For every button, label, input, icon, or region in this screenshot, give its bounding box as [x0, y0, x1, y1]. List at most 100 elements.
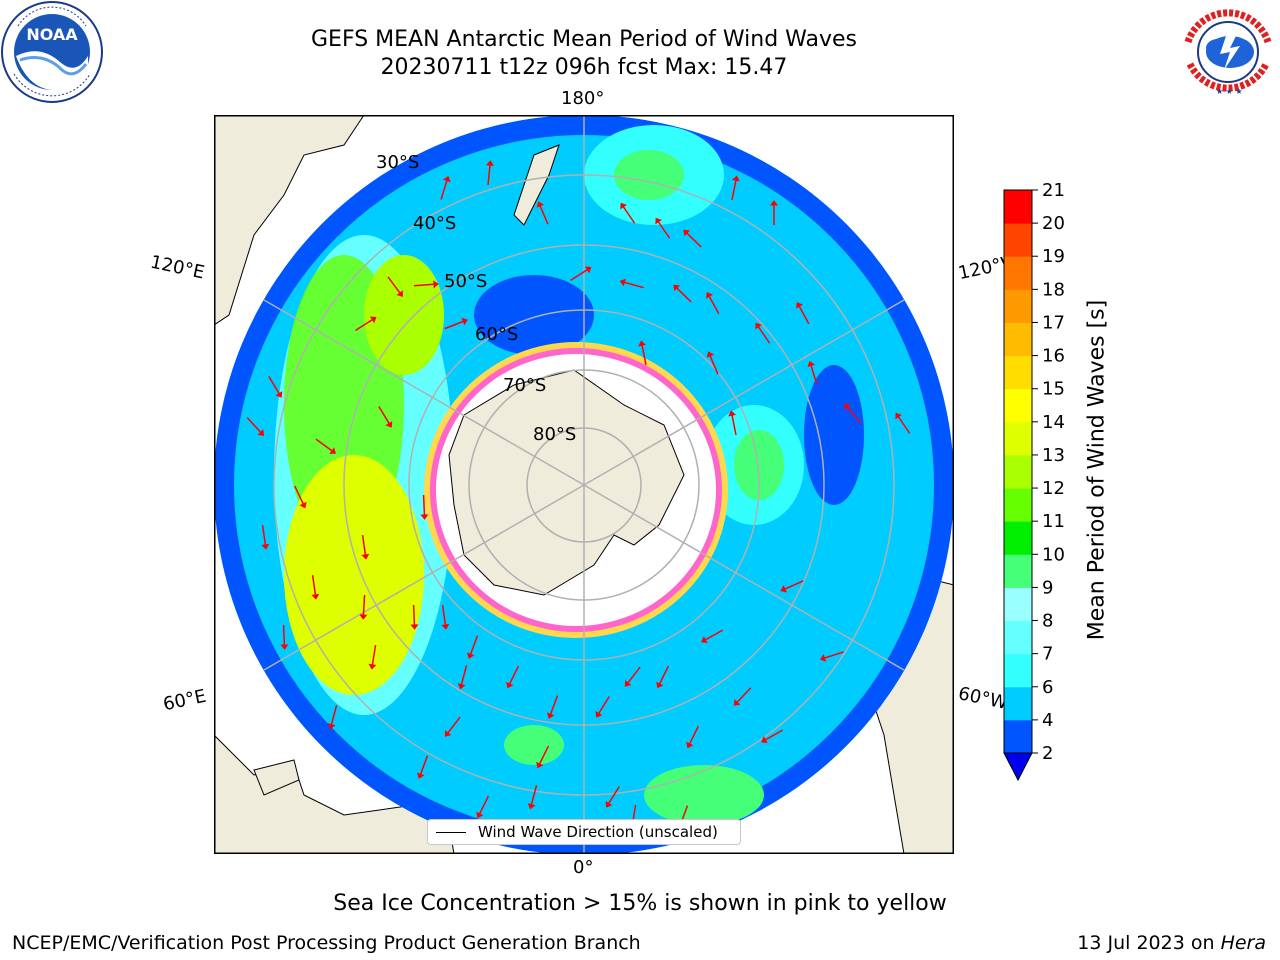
wind-wave-arrow	[282, 624, 286, 646]
wind-wave-arrow	[460, 665, 468, 685]
colorbar-band	[1004, 454, 1032, 489]
wind-wave-arrowhead	[755, 322, 762, 330]
wind-wave-arrow	[676, 287, 692, 303]
colorbar-tick-label: 4	[1042, 710, 1053, 731]
colorbar-tick-label: 7	[1042, 644, 1053, 665]
wind-wave-arrowhead	[584, 266, 592, 274]
legend-line-icon	[436, 832, 466, 833]
colorbar-band	[1004, 686, 1032, 721]
wind-wave-arrowhead	[795, 301, 803, 309]
colorbar-tick-label: 14	[1042, 412, 1065, 433]
wind-wave-arrow	[530, 785, 538, 805]
madagascar-land	[253, 759, 300, 796]
wind-wave-arrowhead	[595, 710, 603, 718]
wind-wave-arrowhead	[546, 712, 555, 719]
footer-date: 13 Jul 2023 on Hera	[1077, 932, 1266, 954]
wind-wave-arrow	[731, 415, 737, 435]
wind-wave-arrowhead	[385, 421, 393, 428]
wave-field	[364, 255, 444, 375]
wind-wave-arrow	[355, 318, 373, 332]
colorbar-under-arrow	[1003, 752, 1033, 782]
colorbar-band	[1004, 190, 1032, 224]
wind-wave-arrow	[315, 438, 333, 452]
footer-host: Hera	[1220, 932, 1266, 954]
wind-wave-arrowhead	[780, 585, 787, 593]
noaa-logo-icon: NOAA	[1, 1, 103, 103]
wind-wave-arrow	[798, 305, 810, 325]
wind-wave-arrow	[444, 320, 464, 330]
wind-wave-arrow	[487, 164, 491, 186]
map-title: GEFS MEAN Antarctic Mean Period of Wind …	[311, 27, 857, 52]
svg-text:NOAA: NOAA	[26, 25, 78, 44]
wind-wave-arrow	[294, 485, 304, 505]
colorbar-tick-label: 17	[1042, 312, 1065, 333]
colorbar-tick-label: 2	[1042, 743, 1053, 764]
wave-field	[284, 455, 424, 695]
wave-field	[504, 725, 564, 765]
colorbar-band	[1004, 289, 1032, 323]
colorbar-band	[1004, 355, 1032, 390]
colorbar-tick-label: 11	[1042, 511, 1065, 532]
wave-field	[644, 765, 764, 825]
wind-wave-arrow	[413, 283, 435, 287]
wind-wave-arrow	[412, 604, 416, 626]
wind-wave-arrow	[627, 666, 641, 684]
wind-wave-arrowhead	[701, 636, 708, 644]
wind-wave-arrow	[539, 205, 549, 225]
wind-wave-arrow	[378, 406, 390, 424]
wind-wave-arrow	[422, 494, 426, 516]
wind-wave-arrow	[447, 716, 461, 734]
svg-text:★ ★ ★: ★ ★ ★	[1216, 87, 1243, 96]
colorbar-band	[1004, 421, 1032, 456]
wind-wave-arrowhead	[275, 391, 283, 398]
wind-wave-arrowhead	[638, 340, 647, 347]
wind-wave-arrow	[387, 276, 401, 294]
wind-wave-arrow	[419, 755, 429, 775]
lat-label-80s: 80°S	[533, 424, 577, 445]
wind-wave-arrow	[824, 651, 844, 659]
map-subtitle: 20230711 t12z 096h fcst Max: 15.47	[380, 55, 788, 80]
colorbar-tick-label: 18	[1042, 279, 1065, 300]
sea-ice-caption: Sea Ice Concentration > 15% is shown in …	[333, 891, 947, 916]
lat-label-60s: 60°S	[475, 324, 519, 345]
nws-logo-icon: ★ ★ ★	[1180, 4, 1276, 100]
wind-wave-arrow	[688, 725, 700, 745]
wind-wave-arrow	[361, 534, 367, 556]
wind-wave-arrowhead	[895, 412, 902, 420]
new-zealand-land	[513, 144, 560, 226]
wind-wave-arrowhead	[619, 278, 626, 287]
wind-wave-arrow	[608, 786, 620, 804]
wind-wave-arrowhead	[536, 201, 544, 208]
wind-wave-arrow	[846, 406, 862, 424]
wave-field	[474, 275, 594, 355]
wind-wave-arrow	[622, 206, 636, 224]
wind-wave-arrowhead	[536, 761, 544, 769]
wind-wave-arrow	[598, 696, 610, 714]
wave-field	[734, 430, 784, 500]
colorbar-band	[1004, 554, 1032, 588]
colorbar-band	[1004, 256, 1032, 290]
wind-wave-arrow	[736, 687, 752, 703]
wind-wave-arrow	[311, 574, 317, 596]
wind-wave-arrowhead	[329, 447, 336, 454]
colorbar-band	[1004, 587, 1032, 622]
wind-wave-arrow	[704, 629, 724, 641]
lon-label-0: 0°	[573, 857, 594, 878]
wind-wave-arrow	[570, 268, 588, 282]
antarctica-land	[448, 369, 685, 596]
wind-wave-arrowhead	[728, 410, 737, 417]
wind-wave-arrowhead	[655, 217, 662, 225]
colorbar-tick-label: 6	[1042, 677, 1053, 698]
wind-wave-arrowhead	[257, 429, 265, 436]
wind-wave-arrowhead	[733, 699, 741, 706]
colorbar-tick-label: 12	[1042, 478, 1065, 499]
lat-label-30s: 30°S	[376, 152, 420, 173]
wind-wave-arrowhead	[311, 593, 320, 600]
wind-wave-arrowhead	[705, 291, 713, 299]
wind-wave-arrowhead	[844, 403, 851, 411]
wind-wave-arrow	[246, 417, 262, 433]
colorbar-band	[1004, 488, 1032, 522]
wind-wave-arrowhead	[442, 175, 451, 183]
colorbar-tick-label: 20	[1042, 213, 1065, 234]
wind-wave-arrow	[478, 795, 490, 815]
